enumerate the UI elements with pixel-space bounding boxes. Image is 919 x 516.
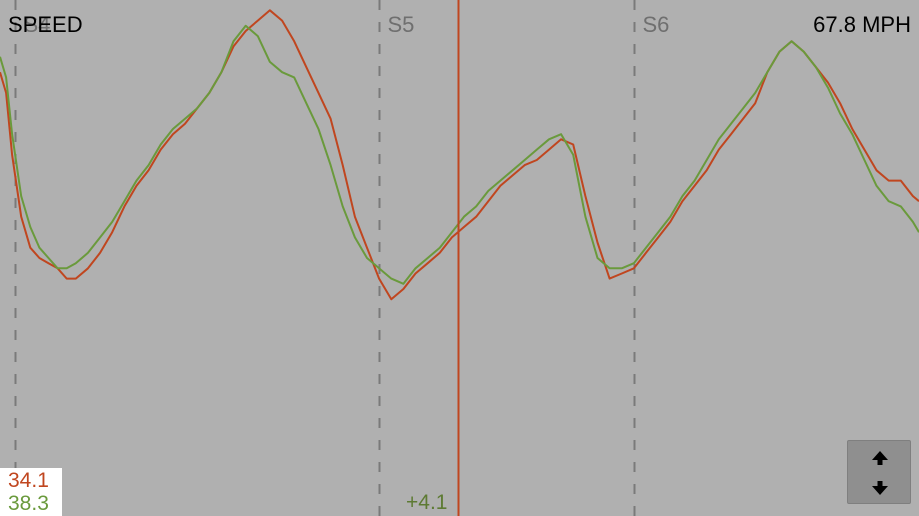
series-line-green [0, 24, 919, 285]
up-down-arrows-icon [872, 451, 888, 495]
current-speed-readout: 67.8 MPH [813, 12, 911, 37]
section-label: S6 [642, 12, 670, 37]
legend-value-red: 34.1 [8, 469, 49, 492]
scroll-up-down-button[interactable] [847, 440, 911, 504]
legend-value-green: 38.3 [8, 492, 49, 515]
legend-box: 34.1 38.3 [0, 468, 62, 516]
cursor-delta-label: +4.1 [406, 491, 448, 514]
chart-title: SPEED [8, 12, 83, 37]
section-label: S5 [387, 12, 415, 37]
section-label: S4 [23, 12, 51, 37]
